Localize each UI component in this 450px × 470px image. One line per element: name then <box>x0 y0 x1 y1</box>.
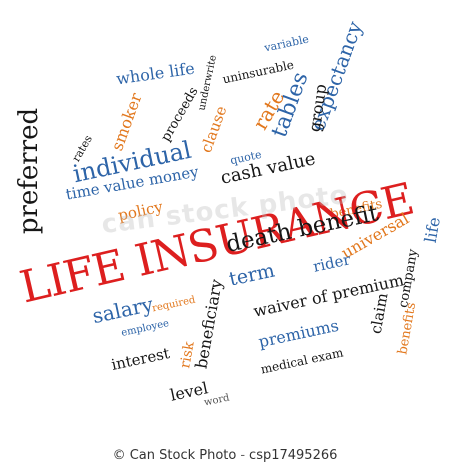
word-life: life <box>420 215 444 245</box>
word-term: term <box>227 259 277 291</box>
word-premiums: premiums <box>256 315 341 352</box>
footer-credit: © Can Stock Photo - csp17495266 <box>0 440 450 470</box>
word-cloud: preferred whole life smoker proceeds und… <box>14 18 444 409</box>
footer-separator: - <box>240 447 246 463</box>
word-claim: claim <box>366 291 392 336</box>
word-beneficiary: beneficiary <box>191 277 226 371</box>
word-whole-life: whole life <box>114 58 196 89</box>
word-smoker: smoker <box>107 90 146 154</box>
word-salary: salary <box>90 291 156 329</box>
footer-copyright: © Can Stock Photo <box>112 447 237 463</box>
word-employee: employee <box>120 318 171 339</box>
word-benefits-bottom: benefits <box>395 301 420 356</box>
word-underwrite: underwrite <box>196 54 219 112</box>
word-required: required <box>151 294 197 315</box>
word-word: word <box>203 392 231 409</box>
footer-image-id: csp17495266 <box>249 447 338 463</box>
word-rider: rider <box>311 250 352 276</box>
word-preferred: preferred <box>14 107 45 235</box>
word-interest: interest <box>109 344 172 374</box>
word-clause: clause <box>196 103 231 156</box>
word-uninsurable: uninsurable <box>221 57 296 87</box>
word-proceeds: proceeds <box>158 84 202 145</box>
word-medical-exam: medical exam <box>259 345 345 377</box>
word-variable: variable <box>263 32 311 55</box>
